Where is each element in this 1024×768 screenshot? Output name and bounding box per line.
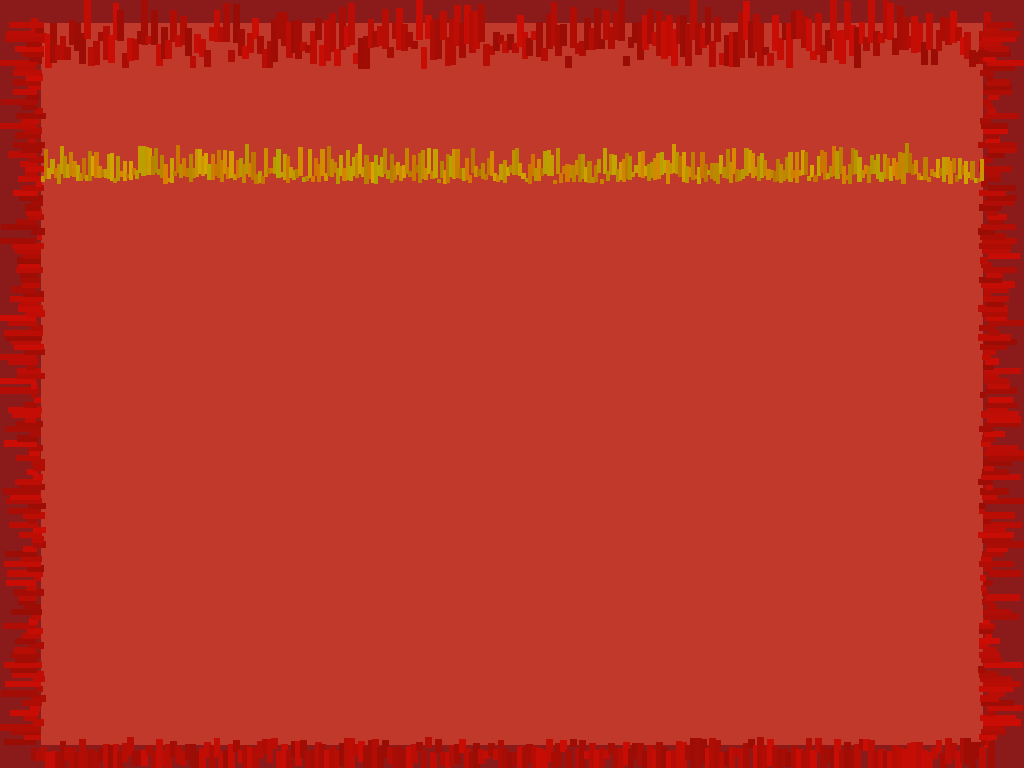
Text: •: • bbox=[183, 262, 203, 295]
Text: Z has 20 protons and  21 neutrons: Z has 20 protons and 21 neutrons bbox=[207, 323, 736, 352]
Text: •: • bbox=[183, 321, 203, 354]
Text: T  has 20 protons and 20 neutrons: T has 20 protons and 20 neutrons bbox=[207, 264, 734, 293]
Text: •: • bbox=[183, 522, 203, 555]
Text: different # of protons: different # of protons bbox=[243, 623, 499, 647]
Text: T and Z are: T and Z are bbox=[207, 382, 392, 411]
Text: same # of protons, different # of neutrons: same # of protons, different # of neutro… bbox=[243, 426, 748, 450]
Text: E has 32 protons and 38 neutrons: E has 32 protons and 38 neutrons bbox=[207, 524, 725, 553]
Text: A and E are: A and E are bbox=[207, 578, 393, 607]
Text: •: • bbox=[183, 380, 203, 413]
Text: •: • bbox=[183, 575, 203, 608]
Text: different elements: different elements bbox=[393, 578, 675, 607]
Text: isotopes: isotopes bbox=[392, 382, 520, 411]
Text: Isotopes or different elements?: Isotopes or different elements? bbox=[177, 133, 872, 176]
Text: –: – bbox=[223, 426, 234, 450]
Text: –: – bbox=[223, 623, 234, 647]
Text: •: • bbox=[183, 469, 203, 502]
Text: A has 31 protons and 39 neutrons: A has 31 protons and 39 neutrons bbox=[207, 471, 727, 500]
